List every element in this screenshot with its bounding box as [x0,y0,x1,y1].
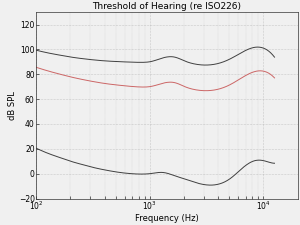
Y-axis label: dB SPL: dB SPL [8,91,17,120]
Title: Threshold of Hearing (re ISO226): Threshold of Hearing (re ISO226) [92,2,242,11]
X-axis label: Frequency (Hz): Frequency (Hz) [135,214,199,223]
